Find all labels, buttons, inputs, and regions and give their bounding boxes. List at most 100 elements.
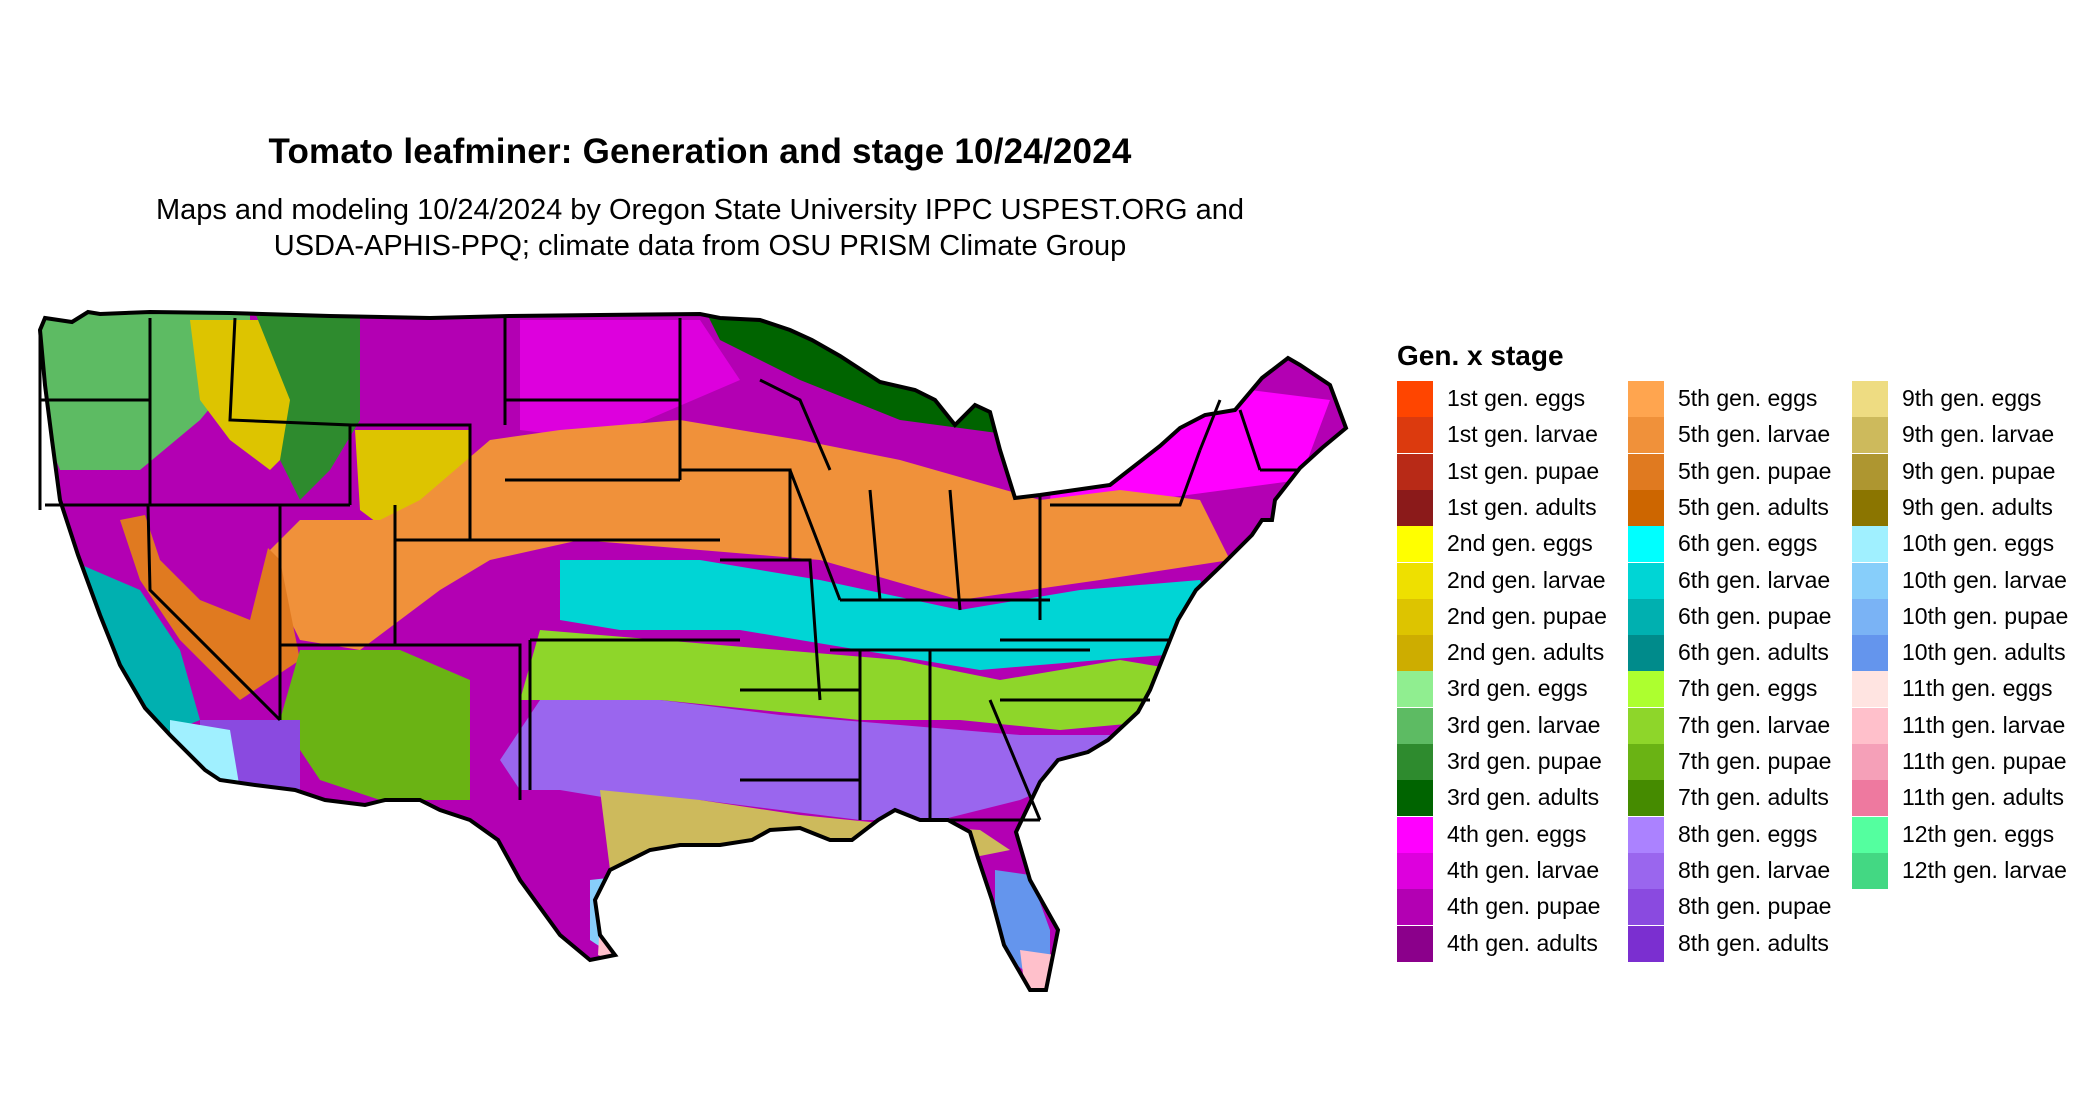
band-4th-gen-larvae-north (520, 320, 740, 440)
legend-label: 5th gen. larvae (1678, 421, 1831, 448)
legend-swatch (1628, 635, 1664, 672)
legend-label: 8th gen. larvae (1678, 856, 1831, 883)
border-ca-nv (146, 504, 282, 722)
legend-label: 1st gen. eggs (1447, 385, 1586, 411)
legend-label: 6th gen. pupae (1678, 602, 1832, 629)
legend-swatch (1397, 925, 1433, 962)
legend-swatch (1397, 489, 1433, 526)
legend-label: 5th gen. adults (1678, 493, 1829, 520)
legend-label: 10th gen. larvae (1902, 566, 2067, 593)
legend-label: 1st gen. larvae (1447, 421, 1598, 448)
legend-label: 9th gen. adults (1902, 493, 2053, 520)
legend-swatch (1628, 417, 1664, 454)
legend-label: 12th gen. eggs (1902, 820, 2055, 847)
legend-label: 3rd gen. larvae (1447, 711, 1601, 738)
legend-swatch (1852, 562, 1888, 599)
legend-swatch (1628, 453, 1664, 490)
state-borders (38, 317, 1300, 822)
border-new-england (1198, 399, 1300, 472)
border-ms-al (858, 650, 932, 820)
legend-label: 7th gen. adults (1678, 784, 1829, 811)
legend-label: 7th gen. larvae (1678, 711, 1831, 738)
legend-swatch (1628, 381, 1664, 417)
legend-swatch (1628, 889, 1664, 926)
border-il-in (788, 469, 882, 601)
legend-swatch (1852, 852, 1888, 889)
legend-label: 7th gen. pupae (1678, 748, 1832, 774)
legend-label: 4th gen. adults (1447, 929, 1598, 956)
legend-label: 7th gen. eggs (1678, 675, 1818, 702)
legend-swatch (1397, 816, 1433, 853)
legend-label: 1st gen. adults (1447, 493, 1597, 520)
legend-swatch (1852, 635, 1888, 672)
legend-label: 10th gen. eggs (1902, 530, 2055, 557)
legend-swatch (1397, 780, 1433, 817)
us-outline (37, 309, 1349, 992)
border-mt-wy (228, 317, 352, 505)
map-title: Tomato leafminer: Generation and stage 1… (268, 132, 1132, 171)
us-generation-map (37, 309, 1349, 992)
legend-swatch (1397, 453, 1433, 490)
map-subtitle-line1: Maps and modeling 10/24/2024 by Oregon S… (155, 194, 1245, 226)
band-5th-gen-larvae (260, 420, 1230, 650)
legend-label: 6th gen. larvae (1678, 566, 1831, 593)
legend-label: 4th gen. pupae (1447, 893, 1601, 920)
legend-swatch (1397, 889, 1433, 926)
legend-swatch (1628, 852, 1664, 889)
legend-title: Gen. x stage (1397, 340, 1564, 371)
border-wi-mi (759, 378, 832, 471)
legend-swatch (1397, 417, 1433, 454)
legend-swatch (1852, 526, 1888, 563)
legend-label: 10th gen. pupae (1902, 602, 2069, 629)
legend-label: 3rd gen. eggs (1447, 675, 1588, 702)
legend-label: 9th gen. eggs (1902, 385, 2042, 411)
legend-label: 9th gen. larvae (1902, 421, 2055, 448)
legend-label: 11th gen. eggs (1902, 675, 2053, 702)
legend-swatch (1852, 417, 1888, 454)
legend-swatch (1397, 635, 1433, 672)
legend-swatch (1628, 780, 1664, 817)
legend-swatch (1628, 744, 1664, 780)
legend-swatch (1397, 744, 1433, 780)
legend-swatch (1852, 598, 1888, 635)
legend-label: 11th gen. larvae (1902, 711, 2066, 738)
border-ga-fl (930, 699, 1042, 822)
legend-swatch (1852, 489, 1888, 526)
legend-swatch (1628, 671, 1664, 708)
legend-label: 3rd gen. adults (1447, 784, 1600, 811)
map-subtitle-line2: USDA-APHIS-PPQ; climate data from OSU PR… (273, 230, 1127, 262)
band-2nd-gen-larvae-rockies (190, 320, 310, 470)
band-8th-gen-larvae (500, 700, 1110, 820)
band-4th-gen-pupae-great-basin (140, 480, 270, 620)
legend-swatch (1852, 707, 1888, 744)
legend-label: 9th gen. pupae (1902, 457, 2056, 484)
legend-label: 4th gen. larvae (1447, 856, 1600, 883)
legend-swatch (1852, 453, 1888, 490)
border-pa-ny (1050, 449, 1202, 507)
legend-swatch (1628, 526, 1664, 563)
legend-swatch (1852, 744, 1888, 780)
border-oh (948, 489, 1042, 620)
legend-label: 2nd gen. pupae (1447, 602, 1607, 629)
legend-label: 2nd gen. larvae (1447, 566, 1606, 593)
legend-label: 11th gen. pupae (1902, 748, 2067, 774)
band-3rd-gen-pupae-rockies (250, 312, 360, 500)
legend-swatch (1852, 381, 1888, 417)
legend-label: 6th gen. eggs (1678, 530, 1818, 557)
legend-label: 1st gen. pupae (1447, 457, 1600, 484)
legend-swatch (1397, 707, 1433, 744)
legend-swatch (1628, 925, 1664, 962)
legend-swatch (1852, 780, 1888, 817)
legend-swatch (1397, 671, 1433, 708)
border-mo (720, 558, 822, 701)
legend-label: 12th gen. larvae (1902, 856, 2067, 883)
legend-swatch (1397, 526, 1433, 563)
legend-swatch (1397, 562, 1433, 599)
legend-swatch (1628, 707, 1664, 744)
legend-label: 4th gen. eggs (1447, 820, 1587, 847)
legend-label: 6th gen. adults (1678, 639, 1829, 666)
legend-label: 8th gen. adults (1678, 929, 1829, 956)
border-wy-east (350, 423, 472, 542)
legend-label: 8th gen. pupae (1678, 893, 1832, 920)
legend-swatch (1628, 562, 1664, 599)
